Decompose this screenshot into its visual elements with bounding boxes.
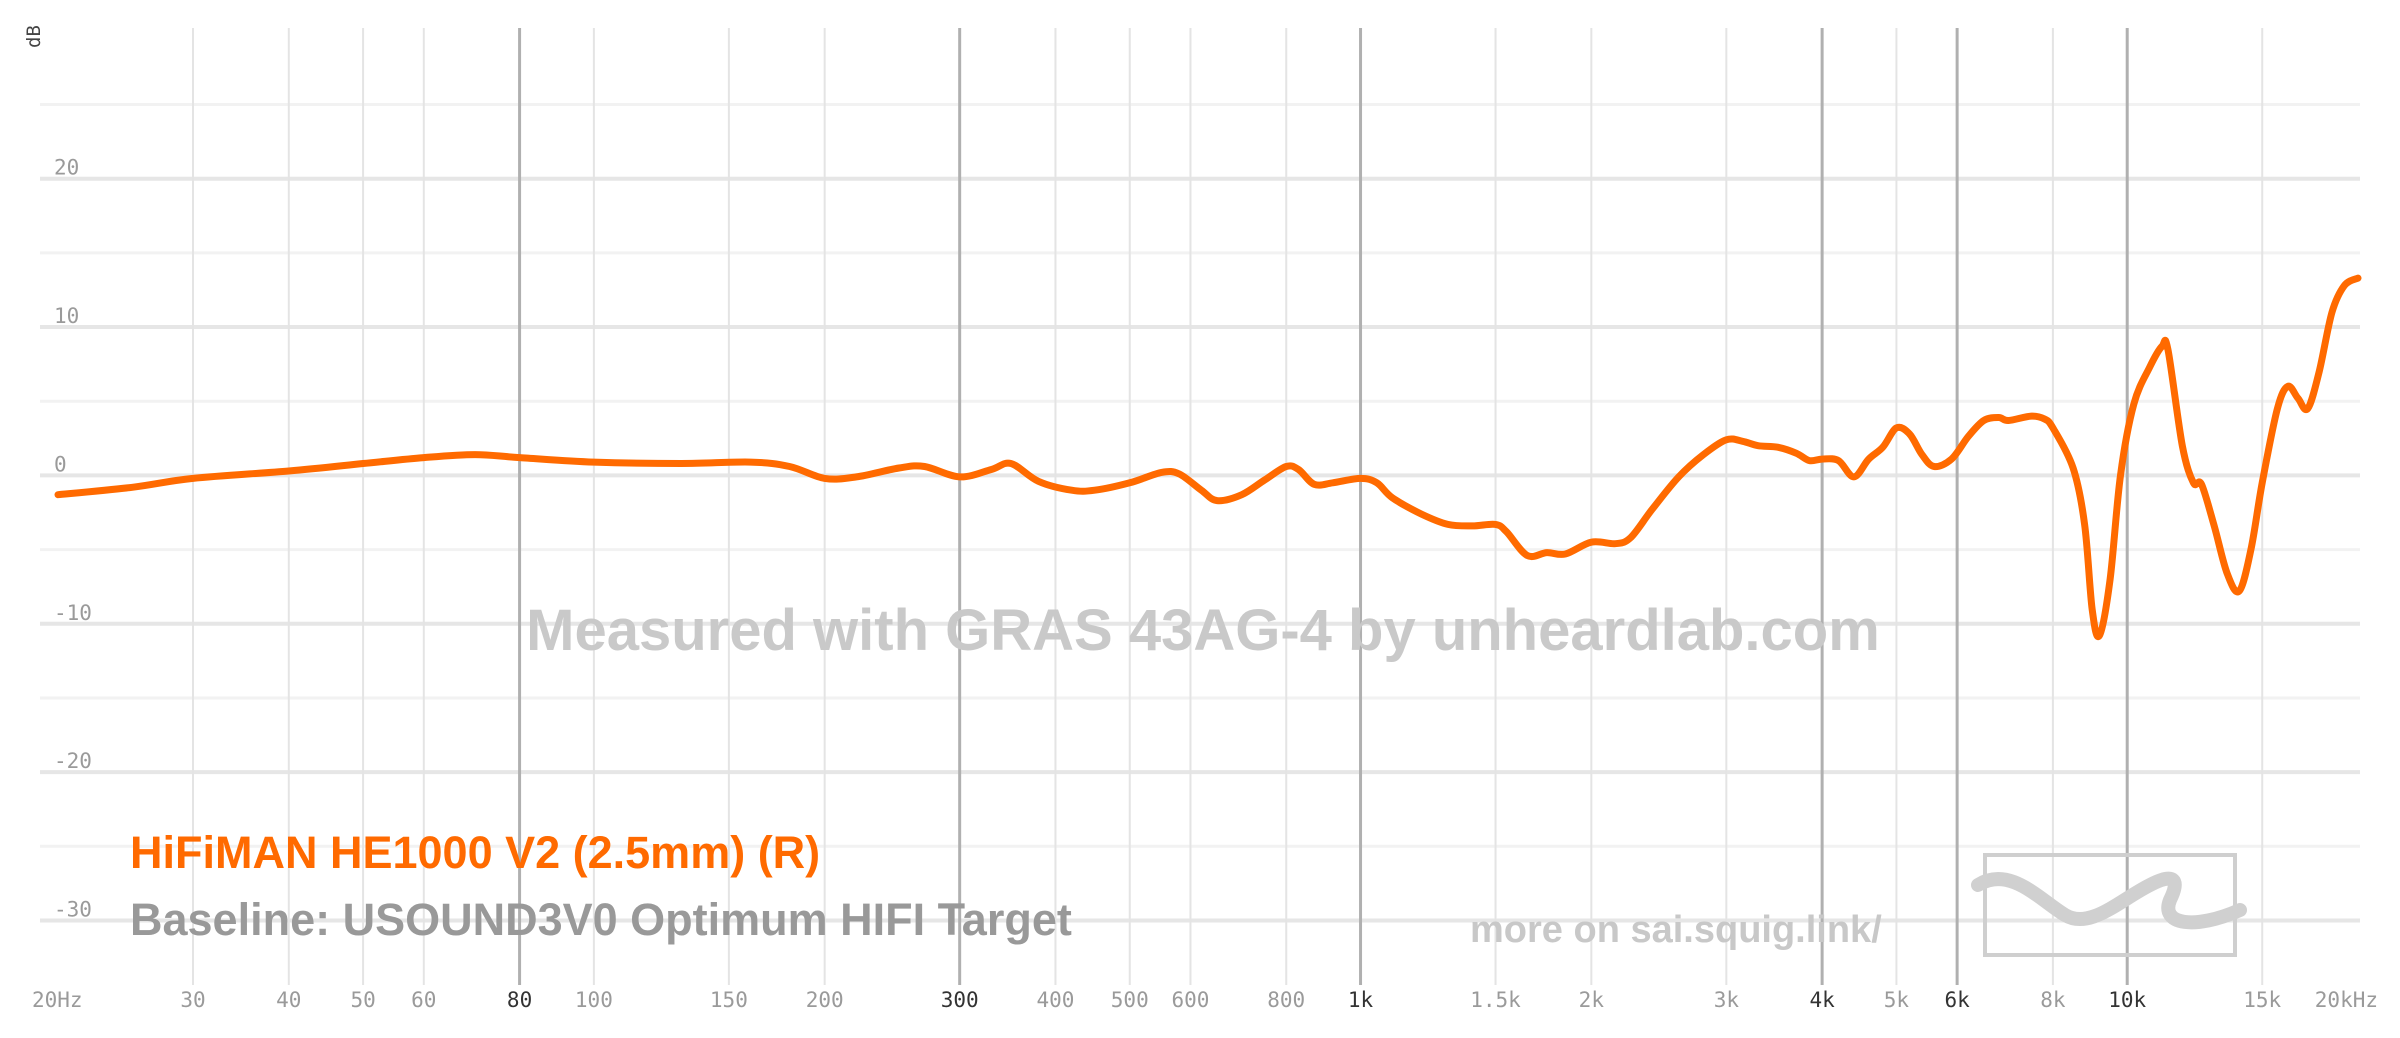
x-tick-label: 50 bbox=[350, 988, 375, 1012]
y-axis-ticks: 20 10 0 -10 -20 -30 bbox=[54, 156, 92, 922]
x-tick-label: 60 bbox=[411, 988, 436, 1012]
x-tick-label: 400 bbox=[1036, 988, 1074, 1012]
y-tick-label: -10 bbox=[54, 601, 92, 625]
x-tick-label: 2k bbox=[1579, 988, 1605, 1012]
grid bbox=[40, 28, 2360, 985]
x-tick-label: 800 bbox=[1267, 988, 1305, 1012]
x-tick-label: 5k bbox=[1884, 988, 1910, 1012]
x-tick-label: 6k bbox=[1944, 988, 1970, 1012]
series-line bbox=[54, 274, 2362, 641]
y-tick-label: -20 bbox=[54, 749, 92, 773]
legend-baseline-label: Baseline: USOUND3V0 Optimum HIFI Target bbox=[130, 894, 1072, 945]
y-tick-label: -30 bbox=[54, 897, 92, 921]
series-layer bbox=[54, 274, 2362, 641]
x-tick-label: 4k bbox=[1809, 988, 1835, 1012]
x-tick-label: 1k bbox=[1348, 988, 1374, 1012]
watermark-text: Measured with GRAS 43AG-4 by unheardlab.… bbox=[526, 598, 1880, 663]
y-tick-label: 10 bbox=[54, 304, 79, 328]
more-link[interactable]: more on sai.squig.link/ bbox=[1470, 909, 1882, 951]
legend-series-label: HiFiMAN HE1000 V2 (2.5mm) (R) bbox=[130, 827, 820, 878]
y-tick-label: 20 bbox=[54, 156, 79, 180]
x-tick-label: 80 bbox=[507, 988, 532, 1012]
x-tick-label: 300 bbox=[941, 988, 979, 1012]
x-tick-label: 20Hz bbox=[32, 988, 83, 1012]
x-tick-label: 3k bbox=[1714, 988, 1740, 1012]
x-tick-label: 40 bbox=[276, 988, 301, 1012]
x-tick-label: 20kHz bbox=[2315, 988, 2378, 1012]
x-tick-label: 10k bbox=[2108, 988, 2146, 1012]
squiglink-logo bbox=[1971, 853, 2247, 957]
x-tick-label: 150 bbox=[710, 988, 748, 1012]
x-tick-label: 1.5k bbox=[1470, 988, 1521, 1012]
x-tick-label: 15k bbox=[2243, 988, 2281, 1012]
y-tick-label: 0 bbox=[54, 452, 67, 476]
x-tick-label: 200 bbox=[806, 988, 844, 1012]
x-tick-label: 8k bbox=[2040, 988, 2066, 1012]
x-axis-ticks: 20Hz 30 40 50 60 80 100 150 200 300 400 500 600 800 1k… bbox=[32, 988, 2378, 1012]
y-axis-label: dB bbox=[23, 25, 45, 48]
x-tick-label: 500 bbox=[1111, 988, 1149, 1012]
x-tick-label: 30 bbox=[180, 988, 205, 1012]
x-tick-label: 100 bbox=[575, 988, 613, 1012]
x-tick-label: 600 bbox=[1171, 988, 1209, 1012]
